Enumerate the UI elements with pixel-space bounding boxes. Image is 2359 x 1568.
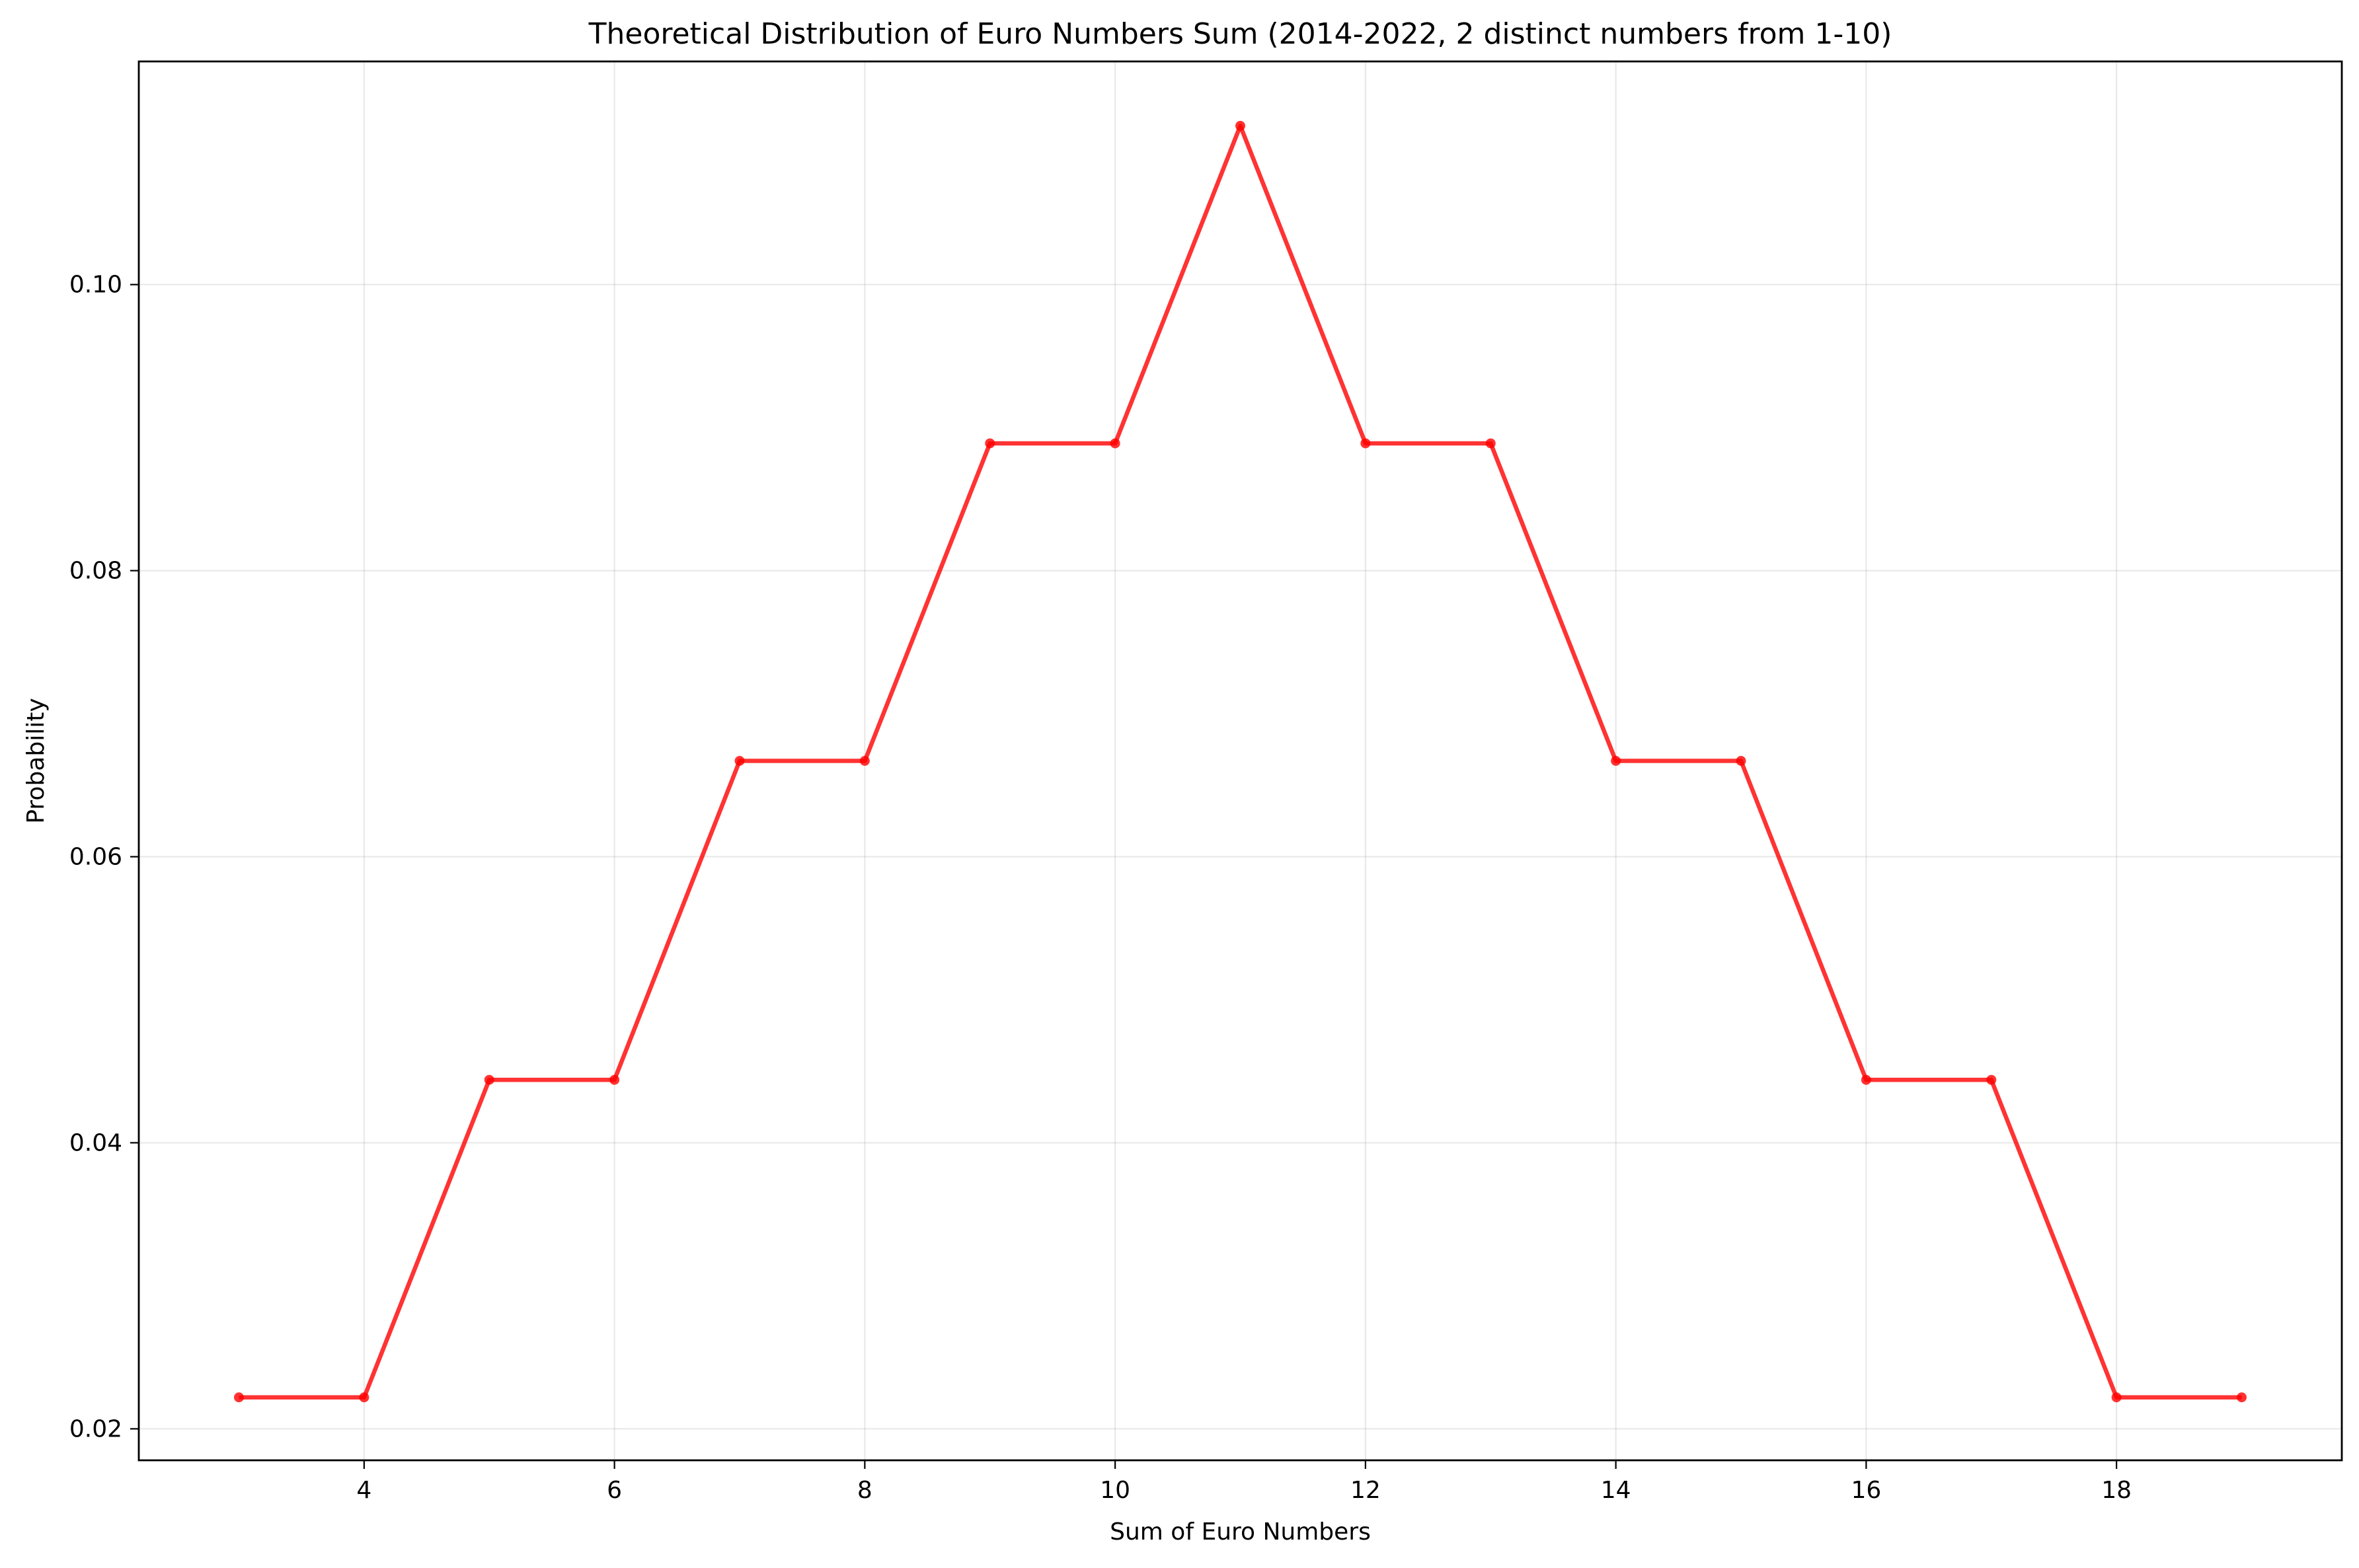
x-tick-label: 6 xyxy=(607,1477,622,1504)
data-point xyxy=(1736,756,1746,766)
data-point xyxy=(234,1392,244,1403)
y-tick-label: 0.10 xyxy=(69,272,122,299)
x-tick-label: 10 xyxy=(1100,1477,1130,1504)
axis-ticks: 4 6 8 10 12 14 16 18 0.02 0.04 0.06 0.08 0.10 xyxy=(69,272,2132,1504)
data-point xyxy=(2237,1392,2247,1403)
x-tick-label: 18 xyxy=(2101,1477,2132,1504)
x-axis-label: Sum of Euro Numbers xyxy=(1110,1518,1371,1546)
data-point xyxy=(2111,1392,2122,1403)
data-point xyxy=(1360,438,1371,449)
data-point xyxy=(1986,1074,1997,1085)
y-tick-label: 0.08 xyxy=(69,558,122,585)
series-layer xyxy=(234,120,2247,1403)
data-point xyxy=(985,438,995,449)
data-point xyxy=(359,1392,369,1403)
data-point xyxy=(609,1074,620,1085)
data-point xyxy=(1861,1074,1871,1085)
chart-title: Theoretical Distribution of Euro Numbers… xyxy=(588,17,1892,51)
data-point xyxy=(1110,438,1120,449)
y-axis-label: Probability xyxy=(22,698,50,823)
x-tick-label: 4 xyxy=(356,1477,371,1504)
series-line xyxy=(239,124,2242,1400)
data-point xyxy=(734,756,745,766)
plot-area-frame xyxy=(137,60,2343,1462)
x-tick-label: 16 xyxy=(1851,1477,1881,1504)
x-tick-label: 12 xyxy=(1350,1477,1381,1504)
x-tick-label: 14 xyxy=(1601,1477,1631,1504)
y-tick-label: 0.02 xyxy=(69,1415,122,1442)
data-point xyxy=(1235,120,1245,131)
x-tick-label: 8 xyxy=(857,1477,872,1504)
y-tick-label: 0.04 xyxy=(69,1129,122,1156)
data-point xyxy=(1485,438,1496,449)
data-point xyxy=(1611,756,1621,766)
data-point xyxy=(859,756,870,766)
y-tick-label: 0.06 xyxy=(69,844,122,871)
grid xyxy=(139,61,2342,1460)
data-point xyxy=(484,1074,494,1085)
